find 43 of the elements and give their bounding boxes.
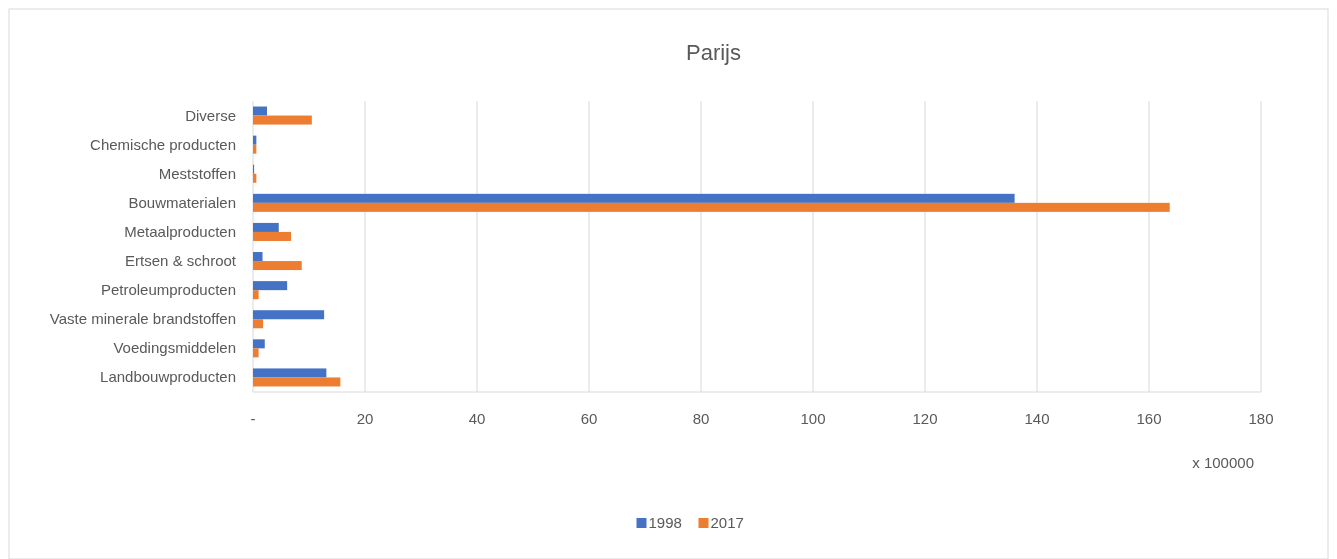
- y-tick-label: Meststoffen: [158, 164, 236, 182]
- bar: [253, 144, 257, 154]
- bar: [253, 339, 265, 349]
- x-tick-label: 80: [692, 410, 710, 427]
- x-tick-label: 100: [800, 410, 826, 427]
- bar: [253, 193, 1015, 203]
- y-tick-label: Voedingsmiddelen: [113, 339, 236, 357]
- x-axis-title: x 100000: [1192, 454, 1254, 471]
- x-tick-label: 120: [912, 410, 938, 427]
- bar: [253, 202, 1170, 212]
- y-tick-label: Vaste minerale brandstoffen: [49, 310, 236, 328]
- bar: [253, 281, 288, 291]
- y-tick-label: Landbouwproducten: [100, 368, 236, 386]
- bar: [253, 222, 279, 232]
- bar: [253, 290, 259, 300]
- x-tick-label: 140: [1024, 410, 1050, 427]
- bar: [253, 368, 327, 378]
- y-tick-label: Diverse: [185, 106, 236, 124]
- bar: [253, 231, 292, 241]
- bar: [253, 377, 341, 387]
- bar: [253, 310, 325, 320]
- x-tick-label: 20: [356, 410, 374, 427]
- legend-label: 2017: [710, 514, 744, 531]
- y-tick-label: Petroleumproducten: [100, 281, 236, 299]
- y-tick-label: Metaalproducten: [124, 222, 236, 240]
- x-tick-label: 160: [1136, 410, 1162, 427]
- x-tick-label: 60: [580, 410, 598, 427]
- bar: [253, 173, 257, 183]
- y-tick-label: Bouwmaterialen: [128, 193, 236, 211]
- x-tick-label: 40: [468, 410, 486, 427]
- x-tick-label: -: [250, 410, 256, 427]
- bar: [253, 135, 257, 145]
- bar: [253, 348, 259, 358]
- legend-label: 1998: [648, 514, 682, 531]
- bar: [253, 319, 264, 329]
- bar: [253, 261, 302, 271]
- bar: [253, 106, 267, 116]
- bar: [253, 252, 263, 262]
- chart-title: Parijs: [685, 40, 742, 65]
- bar: [253, 115, 312, 125]
- y-tick-label: Ertsen & schroot: [125, 252, 237, 270]
- y-tick-label: Chemische producten: [90, 135, 236, 153]
- x-tick-label: 180: [1248, 410, 1274, 427]
